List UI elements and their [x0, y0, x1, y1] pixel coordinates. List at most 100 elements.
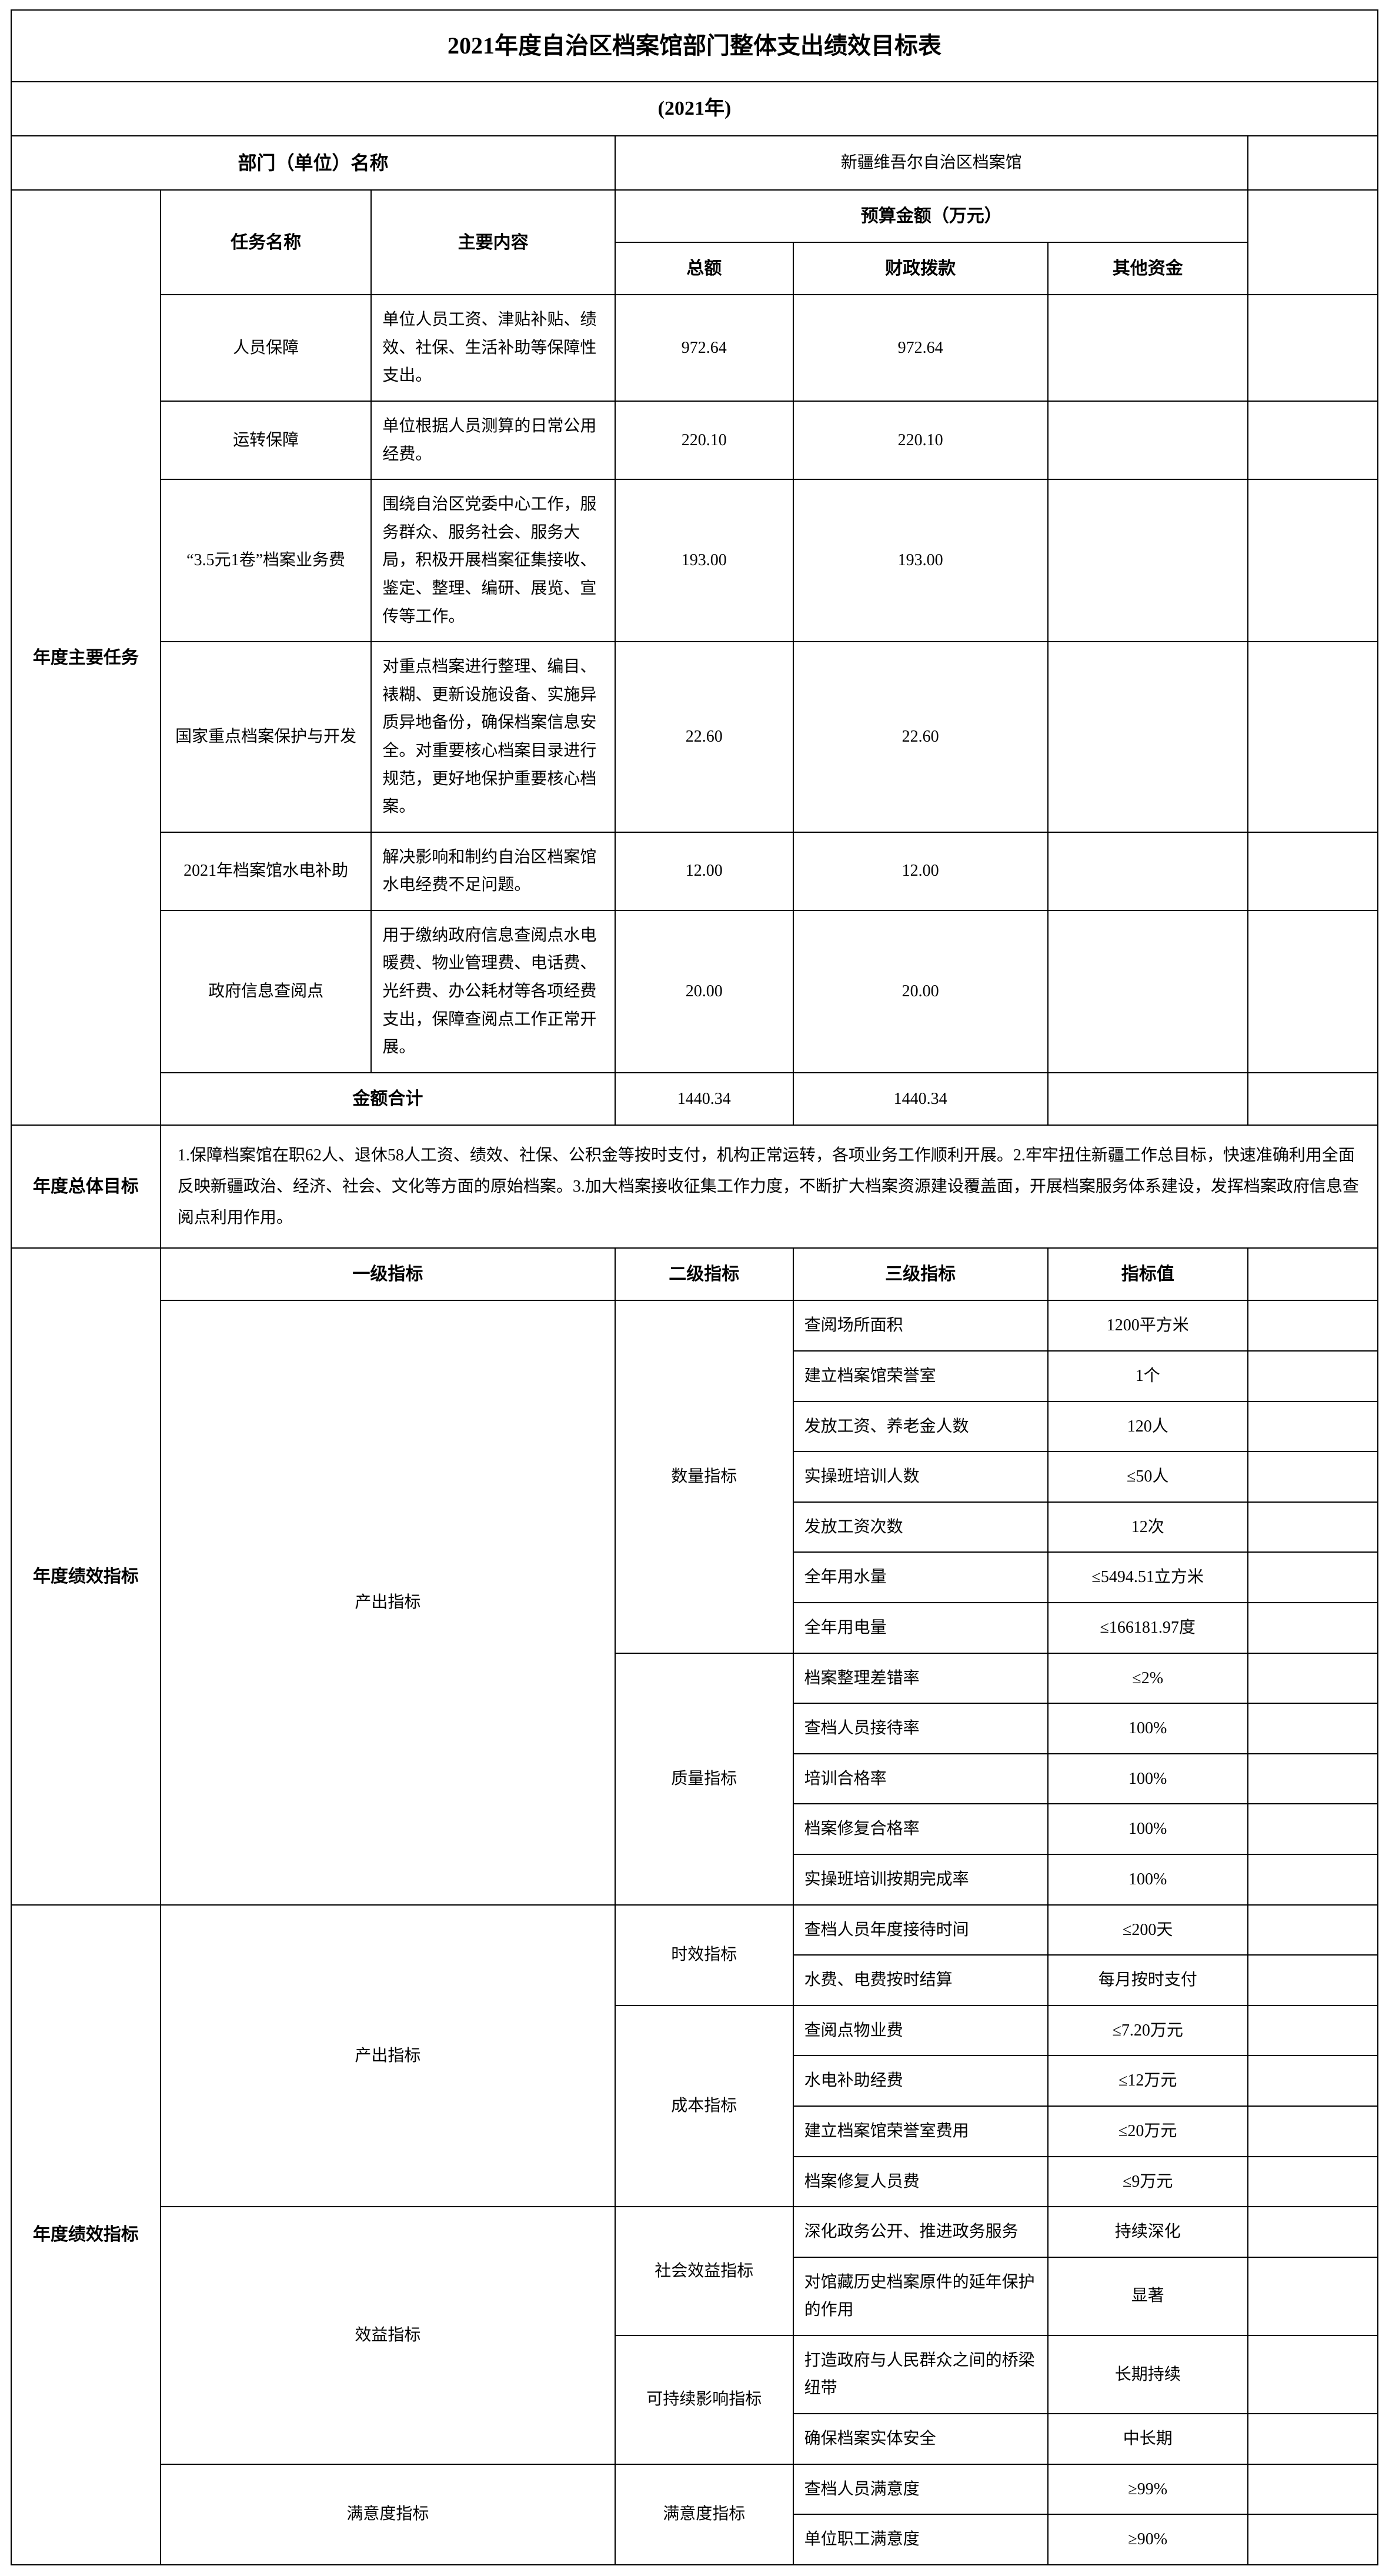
sub-sustain: 可持续影响指标 [615, 2335, 793, 2464]
blank [1248, 1955, 1378, 2006]
ind-val: 120人 [1048, 1402, 1248, 1452]
blank [1248, 2414, 1378, 2464]
task-other [1048, 642, 1248, 832]
task-content: 解决影响和制约自治区档案馆水电经费不足问题。 [371, 832, 615, 910]
sum-total: 1440.34 [615, 1073, 793, 1125]
blank [1248, 401, 1378, 479]
ind-val: ≤2% [1048, 1653, 1248, 1704]
ind-val: 100% [1048, 1854, 1248, 1905]
col-fiscal: 财政拨款 [793, 242, 1048, 295]
ind-name: 查档人员年度接待时间 [793, 1905, 1048, 1956]
ind-name: 培训合格率 [793, 1754, 1048, 1804]
task-name: 运转保障 [161, 401, 372, 479]
ind-name: 档案整理差错率 [793, 1653, 1048, 1704]
task-fiscal: 972.64 [793, 295, 1048, 401]
task-content: 对重点档案进行整理、编目、裱糊、更新设施设备、实施异质异地备份，确保档案信息安全… [371, 642, 615, 832]
task-name: “3.5元1卷”档案业务费 [161, 479, 372, 642]
task-other [1048, 479, 1248, 642]
budget-header: 预算金额（万元） [615, 190, 1248, 242]
ind-val: ≤200天 [1048, 1905, 1248, 1956]
ind-val: 中长期 [1048, 2414, 1248, 2464]
blank [1248, 2335, 1378, 2414]
ind-name: 查阅点物业费 [793, 2006, 1048, 2056]
ind-name: 单位职工满意度 [793, 2514, 1048, 2565]
sum-other [1048, 1073, 1248, 1125]
blank [1248, 1905, 1378, 1956]
ind-val: ≤166181.97度 [1048, 1603, 1248, 1653]
ind-name: 水电补助经费 [793, 2056, 1048, 2106]
dept-label: 部门（单位）名称 [11, 136, 615, 190]
ind-val: 100% [1048, 1754, 1248, 1804]
sub-time: 时效指标 [615, 1905, 793, 2006]
sub-social: 社会效益指标 [615, 2207, 793, 2335]
blank [1248, 2464, 1378, 2515]
ind-name: 查档人员满意度 [793, 2464, 1048, 2515]
blank [1248, 136, 1378, 190]
blank [1248, 1603, 1378, 1653]
task-total: 972.64 [615, 295, 793, 401]
task-fiscal: 12.00 [793, 832, 1048, 910]
cat-output-1: 产出指标 [161, 1300, 615, 1904]
task-content: 单位人员工资、津贴补贴、绩效、社保、生活补助等保障性支出。 [371, 295, 615, 401]
ind-name: 实操班培训人数 [793, 1451, 1048, 1502]
task-content: 单位根据人员测算的日常公用经费。 [371, 401, 615, 479]
dept-name: 新疆维吾尔自治区档案馆 [615, 136, 1248, 190]
ind-val: ≤9万元 [1048, 2157, 1248, 2207]
cat-benefit: 效益指标 [161, 2207, 615, 2464]
ind-val: ≤20万元 [1048, 2106, 1248, 2157]
blank [1248, 910, 1378, 1073]
ind-name: 建立档案馆荣誉室费用 [793, 2106, 1048, 2157]
cat-output-2: 产出指标 [161, 1905, 615, 2207]
task-fiscal: 20.00 [793, 910, 1048, 1073]
cat-satis: 满意度指标 [161, 2464, 615, 2565]
blank [1248, 1073, 1378, 1125]
task-name: 人员保障 [161, 295, 372, 401]
ind-name: 全年用电量 [793, 1603, 1048, 1653]
col-total: 总额 [615, 242, 793, 295]
sum-label: 金额合计 [161, 1073, 615, 1125]
task-other [1048, 401, 1248, 479]
lvl3-header: 三级指标 [793, 1248, 1048, 1300]
blank [1248, 1502, 1378, 1553]
ind-name: 档案修复合格率 [793, 1804, 1048, 1854]
ind-val: 100% [1048, 1804, 1248, 1854]
table-title: 2021年度自治区档案馆部门整体支出绩效目标表 [11, 10, 1378, 82]
ind-val: 12次 [1048, 1502, 1248, 1553]
ind-val: ≤7.20万元 [1048, 2006, 1248, 2056]
sub-qty: 数量指标 [615, 1300, 793, 1653]
blank [1248, 1804, 1378, 1854]
ind-val: 1200平方米 [1048, 1300, 1248, 1351]
ind-val: ≤12万元 [1048, 2056, 1248, 2106]
task-content: 用于缴纳政府信息查阅点水电暖费、物业管理费、电话费、光纤费、办公耗材等各项经费支… [371, 910, 615, 1073]
task-content: 围绕自治区党委中心工作，服务群众、服务社会、服务大局，积极开展档案征集接收、鉴定… [371, 479, 615, 642]
ind-val: 1个 [1048, 1351, 1248, 1402]
blank [1248, 479, 1378, 642]
lvl2-header: 二级指标 [615, 1248, 793, 1300]
blank [1248, 2106, 1378, 2157]
main-data-table: 2021年度自治区档案馆部门整体支出绩效目标表(2021年)部门（单位）名称新疆… [11, 9, 1378, 2565]
ind-name: 打造政府与人民群众之间的桥梁纽带 [793, 2335, 1048, 2414]
task-total: 12.00 [615, 832, 793, 910]
lvlval-header: 指标值 [1048, 1248, 1248, 1300]
blank [1248, 1248, 1378, 1300]
ind-name: 查档人员接待率 [793, 1703, 1048, 1754]
task-total: 193.00 [615, 479, 793, 642]
blank [1248, 1300, 1378, 1351]
task-fiscal: 220.10 [793, 401, 1048, 479]
task-total: 22.60 [615, 642, 793, 832]
ind-val: 100% [1048, 1703, 1248, 1754]
ind-name: 发放工资次数 [793, 1502, 1048, 1553]
task-fiscal: 22.60 [793, 642, 1048, 832]
task-name: 2021年档案馆水电补助 [161, 832, 372, 910]
ind-val: ≤5494.51立方米 [1048, 1552, 1248, 1603]
blank [1248, 295, 1378, 401]
goal-label: 年度总体目标 [11, 1125, 161, 1249]
ind-val: ≥99% [1048, 2464, 1248, 2515]
ind-name: 发放工资、养老金人数 [793, 1402, 1048, 1452]
task-other [1048, 295, 1248, 401]
task-total: 20.00 [615, 910, 793, 1073]
sub-satis: 满意度指标 [615, 2464, 793, 2565]
ind-name: 水费、电费按时结算 [793, 1955, 1048, 2006]
ind-name: 档案修复人员费 [793, 2157, 1048, 2207]
blank [1248, 2514, 1378, 2565]
